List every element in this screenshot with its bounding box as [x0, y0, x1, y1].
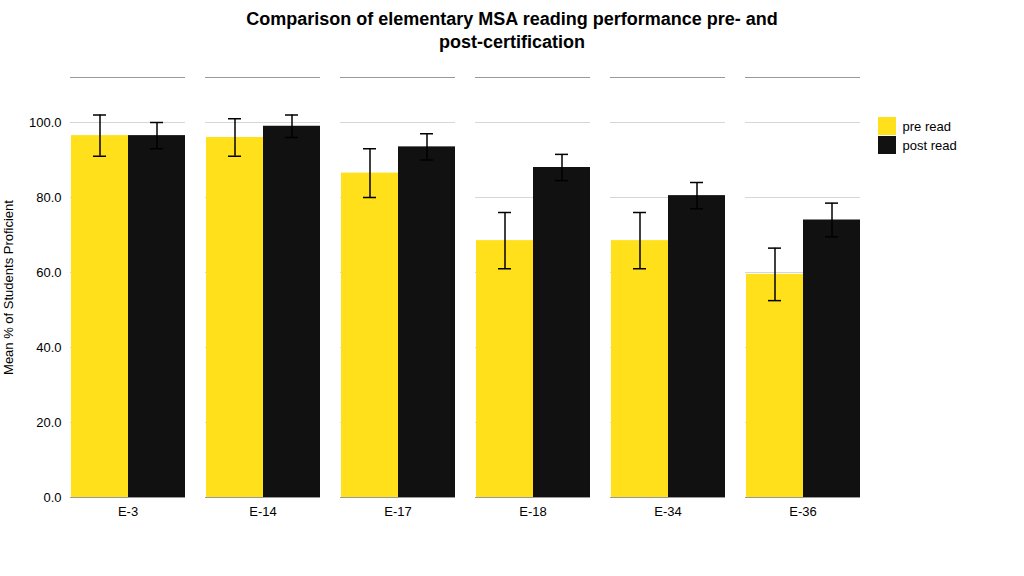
svg-text:0.0: 0.0: [43, 490, 61, 505]
html-text:pre read: pre read: [902, 118, 951, 134]
svg-text:E-18: E-18: [519, 504, 546, 519]
svg-text:E-34: E-34: [654, 504, 681, 519]
svg-text:E-3: E-3: [118, 504, 138, 519]
svg-text:E-17: E-17: [384, 504, 411, 519]
svg-text:80.0: 80.0: [36, 190, 61, 205]
html-text:Comparison of elementary MSA r: Comparison of elementary MSA reading per…: [246, 9, 778, 52]
svg-text:100.0: 100.0: [29, 115, 62, 130]
svg-text:E-36: E-36: [789, 504, 816, 519]
svg-text:40.0: 40.0: [36, 340, 61, 355]
svg-text:20.0: 20.0: [36, 415, 61, 430]
html-text:post read: post read: [902, 137, 957, 153]
svg-text:E-14: E-14: [249, 504, 276, 519]
svg-text:60.0: 60.0: [36, 265, 61, 280]
svg-text:Mean % of Students Proficient: Mean % of Students Proficient: [1, 200, 16, 375]
